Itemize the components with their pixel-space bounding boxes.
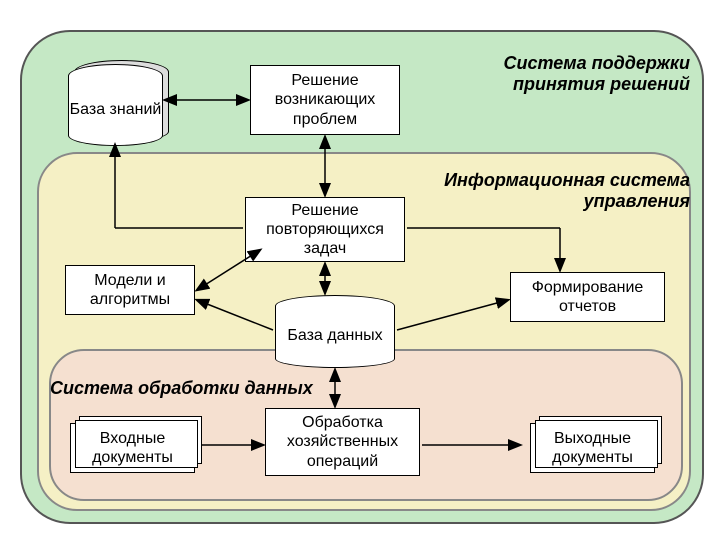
recurring-tasks-box: Решение повторяющихся задач bbox=[245, 197, 405, 262]
processing-box: Обработка хозяйственных операций bbox=[265, 408, 420, 476]
input-docs-label: Входные документы bbox=[75, 429, 190, 467]
reports-label: Формирование отчетов bbox=[515, 278, 660, 316]
processing-label: Обработка хозяйственных операций bbox=[270, 413, 415, 471]
title-mis: Информационная система управления bbox=[410, 170, 690, 211]
output-docs-label: Выходные документы bbox=[535, 429, 650, 467]
recurring-tasks-label: Решение повторяющихся задач bbox=[250, 201, 400, 259]
models-box: Модели и алгоритмы bbox=[65, 265, 195, 315]
database-label: База данных bbox=[287, 327, 382, 345]
knowledge-base-cylinder: База знаний bbox=[68, 64, 163, 142]
database-cylinder: База данных bbox=[275, 295, 395, 365]
input-docs-box: Входные документы bbox=[70, 423, 195, 473]
problem-solving-label: Решение возникающих проблем bbox=[255, 71, 395, 129]
knowledge-base-label: База знаний bbox=[70, 101, 162, 119]
title-dps: Система обработки данных bbox=[50, 378, 313, 399]
title-dss: Система поддержки принятия решений bbox=[460, 53, 690, 94]
models-label: Модели и алгоритмы bbox=[70, 271, 190, 309]
reports-box: Формирование отчетов bbox=[510, 272, 665, 322]
output-docs-box: Выходные документы bbox=[530, 423, 655, 473]
problem-solving-box: Решение возникающих проблем bbox=[250, 65, 400, 135]
